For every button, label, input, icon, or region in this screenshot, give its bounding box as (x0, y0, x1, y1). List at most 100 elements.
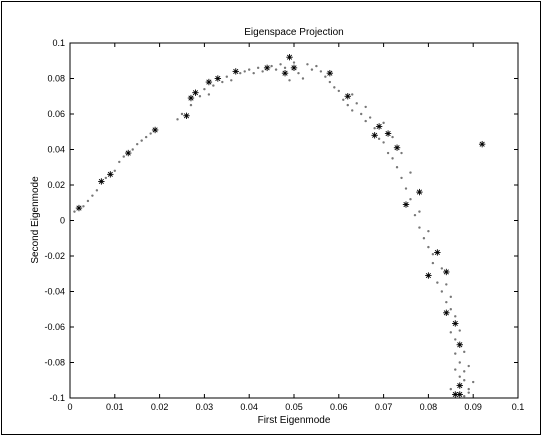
data-point-dot (95, 189, 99, 192)
x-tick-label: 0.09 (464, 402, 482, 412)
x-tick-label: 0.02 (151, 402, 169, 412)
data-point-dot (86, 199, 90, 203)
y-tick-label: -0.08 (44, 358, 65, 368)
data-point-asterisk (434, 249, 441, 256)
data-point-dot (189, 103, 193, 107)
data-point-asterisk (393, 144, 401, 151)
data-point-dot (391, 135, 394, 139)
data-point-dot (445, 300, 448, 304)
data-point-asterisk (478, 140, 486, 148)
data-point-dot (364, 119, 367, 123)
data-point-dot (400, 176, 403, 180)
data-point-dot (203, 87, 206, 91)
data-point-asterisk (326, 69, 334, 77)
data-point-dot (104, 176, 108, 180)
data-point-asterisk (281, 69, 289, 77)
data-point-dot (288, 79, 291, 82)
x-tick-label: 0.08 (420, 402, 438, 412)
data-point-dot (463, 370, 466, 373)
data-point-dot (449, 308, 452, 311)
data-point-dot (395, 166, 399, 169)
data-point-dot (301, 77, 305, 80)
data-point-dot (355, 102, 358, 105)
data-point-dot (342, 98, 345, 102)
data-point-asterisk (443, 309, 450, 316)
data-point-dot (467, 387, 470, 391)
data-point-asterisk (125, 149, 132, 157)
data-point-asterisk (371, 132, 378, 139)
data-point-asterisk (214, 75, 222, 82)
data-point-asterisk (456, 382, 463, 389)
chart-title: Eigenspace Projection (244, 27, 344, 38)
data-point-dot (212, 84, 215, 87)
data-point-asterisk (290, 64, 298, 72)
x-tick-label: 0.03 (196, 402, 214, 412)
data-point-dot (82, 205, 85, 208)
x-tick-label: 0.06 (330, 402, 348, 412)
data-point-asterisk (286, 54, 293, 61)
y-tick-label: 0.1 (52, 38, 65, 48)
data-point-asterisk (425, 272, 432, 279)
y-tick-label: -0.02 (44, 251, 65, 261)
data-point-dot (458, 375, 461, 378)
data-point-dot (422, 237, 426, 240)
data-point-dot (306, 63, 309, 66)
data-point-dot (221, 80, 224, 84)
y-tick-label: -0.1 (49, 393, 65, 403)
data-point-dot (140, 139, 143, 142)
data-point-dot (315, 64, 318, 68)
data-point-dot (230, 79, 233, 82)
data-point-dot (198, 95, 202, 98)
data-point-dot (91, 194, 94, 197)
data-point-dot (467, 391, 470, 394)
data-point-dot (252, 71, 255, 75)
y-tick-label: 0.08 (47, 74, 65, 84)
data-point-dot (113, 169, 117, 172)
data-point-dot (440, 290, 444, 293)
data-point-dot (445, 283, 448, 286)
data-point-dot (463, 350, 466, 354)
data-point-asterisk (456, 391, 463, 398)
data-point-dot (297, 71, 300, 75)
data-point-asterisk (375, 123, 383, 130)
data-point-asterisk (263, 64, 271, 72)
data-point-dot (136, 142, 139, 146)
data-point-dot (440, 267, 444, 270)
data-point-dot (324, 75, 327, 78)
data-point-dot (270, 64, 273, 68)
data-point-dot (454, 338, 457, 341)
data-point-dot (368, 116, 372, 119)
y-tick-label: 0.02 (47, 180, 65, 190)
data-point-dot (431, 261, 435, 265)
data-point-dot (458, 361, 461, 364)
data-point-dot (360, 112, 363, 116)
data-point-dot (239, 71, 242, 75)
data-point-dot (382, 141, 385, 144)
data-point-dot (427, 229, 430, 233)
data-point-dot (364, 105, 367, 109)
data-point-asterisk (402, 201, 410, 208)
data-point-dot (225, 75, 228, 78)
x-tick-label: 0 (67, 402, 72, 412)
data-point-dot (431, 253, 435, 256)
data-point-asterisk (456, 341, 463, 348)
data-point-dot (248, 68, 251, 71)
data-point-dot (449, 387, 452, 391)
data-point-asterisk (452, 320, 459, 327)
data-point-dot (382, 121, 385, 125)
data-point-dot (418, 226, 421, 229)
data-point-dot (449, 331, 452, 334)
data-point-dot (261, 70, 264, 73)
data-point-asterisk (416, 188, 423, 196)
data-point-asterisk (443, 268, 450, 276)
data-point-dot (319, 70, 323, 73)
y-tick-label: -0.06 (44, 322, 65, 332)
data-point-dot (131, 148, 134, 151)
data-point-dot (400, 151, 403, 155)
data-point-dot (373, 127, 376, 130)
data-point-dot (346, 103, 349, 107)
data-point-dot (377, 137, 381, 141)
data-point-dot (274, 68, 278, 71)
data-point-dot (391, 157, 394, 160)
